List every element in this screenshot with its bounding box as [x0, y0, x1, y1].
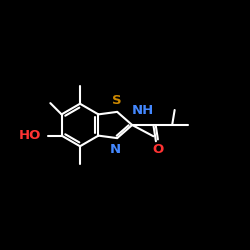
Text: O: O	[153, 143, 164, 156]
Text: S: S	[112, 94, 122, 108]
Text: N: N	[110, 142, 121, 156]
Text: HO: HO	[18, 129, 41, 142]
Text: NH: NH	[132, 104, 154, 118]
